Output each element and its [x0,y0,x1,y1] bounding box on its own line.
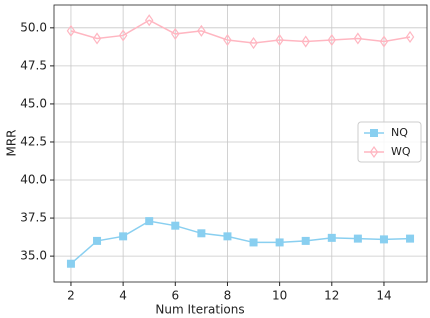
data-point [301,236,310,245]
data-point [327,33,337,47]
x-tick-label: 6 [171,289,179,303]
data-point [118,29,128,42]
y-tick-label: 50.0 [20,20,47,34]
x-tick-label: 8 [224,289,232,303]
x-tick-label: 2 [67,289,75,303]
y-tick-label: 37.5 [20,211,47,225]
x-tick-label: 14 [376,289,391,303]
data-point [92,32,102,45]
legend-label: NQ [391,126,408,139]
y-tick-label: 47.5 [20,58,47,72]
legend-marker [369,145,379,159]
data-point [249,37,258,50]
legend-box [357,121,422,163]
y-tick-label: 45.0 [20,96,47,110]
x-tick-label: 12 [324,289,339,303]
data-point [145,217,154,226]
legend-marker [370,129,378,137]
y-tick-label: 35.0 [20,249,47,263]
y-tick-label: 40.0 [20,173,47,187]
data-point [249,238,258,247]
data-point [275,238,284,247]
x-tick-label: 10 [272,289,287,303]
data-point [406,234,415,243]
data-point [197,229,206,238]
data-point [144,14,154,27]
legend-label: WQ [391,145,411,158]
data-point [223,232,232,241]
data-point [119,232,128,241]
data-point [275,33,284,47]
plot-frame [53,4,428,283]
data-point [405,30,415,44]
x-tick-label: 4 [119,289,127,303]
data-point [171,27,180,40]
data-point [197,24,206,37]
data-point [93,236,102,245]
y-axis-label: MRR [5,129,19,156]
data-point [223,33,232,47]
data-point [379,235,388,244]
data-point [327,233,336,242]
data-point [353,234,362,243]
data-point [66,24,76,37]
x-axis-label: Num Iterations [155,303,244,317]
data-point [66,259,75,268]
series-line [70,220,411,265]
series-line [70,19,411,44]
data-point [353,32,363,45]
data-point [379,35,389,48]
data-point [171,221,180,230]
data-point [301,35,310,48]
y-tick-label: 42.5 [20,134,47,148]
